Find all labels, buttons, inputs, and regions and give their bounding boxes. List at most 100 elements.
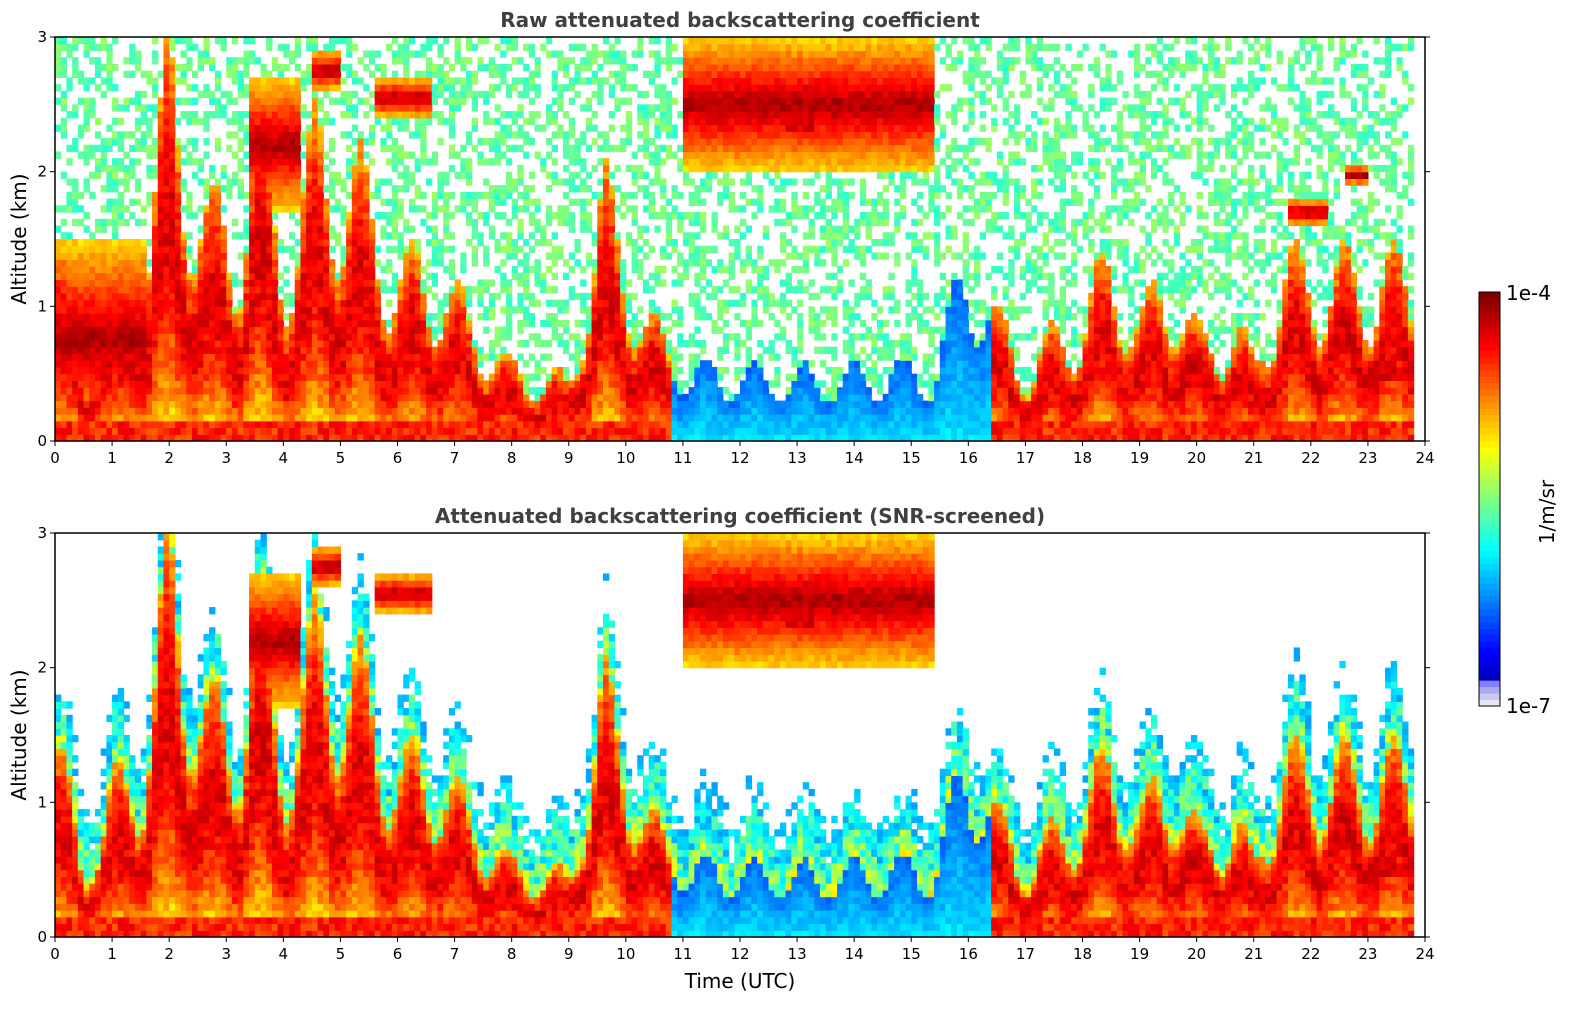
x-tick-label: 4 bbox=[279, 945, 289, 963]
x-tick-label: 5 bbox=[336, 449, 346, 467]
y-tick-label: 1 bbox=[37, 297, 47, 315]
x-tick-label: 19 bbox=[1130, 945, 1149, 963]
colorbar-step bbox=[1479, 376, 1500, 383]
colorbar-step bbox=[1479, 700, 1500, 707]
colorbar-step bbox=[1479, 687, 1500, 694]
colorbar-step bbox=[1479, 402, 1500, 409]
colorbar-step bbox=[1479, 570, 1500, 577]
y-tick-label: 0 bbox=[37, 432, 47, 450]
colorbar-step bbox=[1479, 674, 1500, 681]
y-tick-label: 0 bbox=[37, 928, 47, 946]
colorbar-step bbox=[1479, 615, 1500, 622]
colorbar-min-label: 1e-7 bbox=[1506, 694, 1551, 718]
colorbar-step bbox=[1479, 525, 1500, 532]
x-tick-label: 5 bbox=[336, 945, 346, 963]
colorbar-step bbox=[1479, 415, 1500, 422]
x-tick-label: 9 bbox=[564, 945, 574, 963]
colorbar-step bbox=[1479, 564, 1500, 571]
x-tick-label: 14 bbox=[845, 945, 864, 963]
colorbar-step bbox=[1479, 383, 1500, 390]
colorbar-step bbox=[1479, 408, 1500, 415]
x-tick-label: 17 bbox=[1016, 449, 1035, 467]
x-tick-label: 8 bbox=[507, 945, 517, 963]
x-tick-label: 6 bbox=[393, 449, 403, 467]
x-tick-label: 19 bbox=[1130, 449, 1149, 467]
x-tick-label: 9 bbox=[564, 449, 574, 467]
colorbar-step bbox=[1479, 357, 1500, 364]
x-tick-label: 6 bbox=[393, 945, 403, 963]
x-tick-label: 15 bbox=[902, 449, 921, 467]
colorbar-gradient bbox=[1479, 292, 1500, 707]
colorbar-step bbox=[1479, 331, 1500, 338]
x-axis-label: Time (UTC) bbox=[684, 969, 796, 993]
colorbar-step bbox=[1479, 590, 1500, 597]
colorbar-step bbox=[1479, 363, 1500, 370]
x-tick-label: 20 bbox=[1187, 945, 1206, 963]
colorbar-step bbox=[1479, 493, 1500, 500]
colorbar-step bbox=[1479, 512, 1500, 519]
colorbar-step bbox=[1479, 370, 1500, 377]
colorbar-step bbox=[1479, 324, 1500, 331]
colorbar-step bbox=[1479, 434, 1500, 441]
chart-title: Attenuated backscattering coefficient (S… bbox=[435, 504, 1045, 528]
x-tick-label: 21 bbox=[1244, 449, 1263, 467]
colorbar-max-label: 1e-4 bbox=[1506, 281, 1551, 305]
snr-screened-panel: Attenuated backscattering coefficient (S… bbox=[7, 504, 1435, 993]
x-tick-label: 4 bbox=[279, 449, 289, 467]
x-tick-label: 10 bbox=[616, 945, 635, 963]
x-tick-label: 7 bbox=[450, 945, 460, 963]
y-tick-label: 3 bbox=[37, 28, 47, 46]
colorbar-step bbox=[1479, 641, 1500, 648]
x-tick-label: 14 bbox=[845, 449, 864, 467]
y-tick-label: 2 bbox=[37, 659, 47, 677]
x-tick-label: 2 bbox=[164, 449, 174, 467]
x-tick-label: 17 bbox=[1016, 945, 1035, 963]
x-tick-label: 7 bbox=[450, 449, 460, 467]
colorbar-step bbox=[1479, 635, 1500, 642]
colorbar-step bbox=[1479, 609, 1500, 616]
colorbar-step bbox=[1479, 505, 1500, 512]
colorbar-step bbox=[1479, 421, 1500, 428]
x-tick-label: 12 bbox=[730, 449, 749, 467]
colorbar-step bbox=[1479, 654, 1500, 661]
colorbar-step bbox=[1479, 337, 1500, 344]
colorbar-step bbox=[1479, 551, 1500, 558]
x-tick-label: 22 bbox=[1301, 449, 1320, 467]
x-tick-label: 0 bbox=[50, 945, 60, 963]
colorbar-step bbox=[1479, 428, 1500, 435]
colorbar-step bbox=[1479, 622, 1500, 629]
x-tick-label: 0 bbox=[50, 449, 60, 467]
x-tick-label: 20 bbox=[1187, 449, 1206, 467]
colorbar-step bbox=[1479, 499, 1500, 506]
x-tick-label: 21 bbox=[1244, 945, 1263, 963]
colorbar-step bbox=[1479, 480, 1500, 487]
colorbar-step bbox=[1479, 305, 1500, 312]
y-tick-label: 2 bbox=[37, 163, 47, 181]
y-axis-label: Altitude (km) bbox=[7, 669, 31, 800]
x-tick-label: 3 bbox=[221, 945, 231, 963]
chart-title: Raw attenuated backscattering coefficien… bbox=[500, 8, 980, 32]
colorbar-step bbox=[1479, 460, 1500, 467]
x-tick-label: 15 bbox=[902, 945, 921, 963]
colorbar-step bbox=[1479, 557, 1500, 564]
x-tick-label: 18 bbox=[1073, 945, 1092, 963]
colorbar-step bbox=[1479, 661, 1500, 668]
lidar-figure: Raw attenuated backscattering coefficien… bbox=[0, 0, 1595, 1020]
x-tick-label: 13 bbox=[788, 945, 807, 963]
colorbar-step bbox=[1479, 577, 1500, 584]
x-tick-label: 12 bbox=[730, 945, 749, 963]
colorbar-step bbox=[1479, 583, 1500, 590]
x-tick-label: 2 bbox=[164, 945, 174, 963]
x-tick-label: 10 bbox=[616, 449, 635, 467]
colorbar-step bbox=[1479, 350, 1500, 357]
x-tick-label: 13 bbox=[788, 449, 807, 467]
y-tick-label: 1 bbox=[37, 793, 47, 811]
colorbar-step bbox=[1479, 648, 1500, 655]
colorbar-step bbox=[1479, 531, 1500, 538]
colorbar-step bbox=[1479, 628, 1500, 635]
colorbar-step bbox=[1479, 693, 1500, 700]
colorbar-step bbox=[1479, 344, 1500, 351]
colorbar-step bbox=[1479, 467, 1500, 474]
colorbar-step bbox=[1479, 396, 1500, 403]
colorbar-step bbox=[1479, 486, 1500, 493]
